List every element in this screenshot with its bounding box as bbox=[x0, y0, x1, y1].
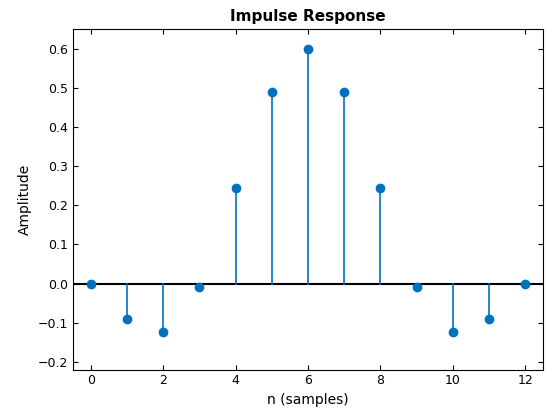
Title: Impulse Response: Impulse Response bbox=[230, 9, 386, 24]
X-axis label: n (samples): n (samples) bbox=[267, 393, 349, 407]
Y-axis label: Amplitude: Amplitude bbox=[18, 164, 32, 235]
